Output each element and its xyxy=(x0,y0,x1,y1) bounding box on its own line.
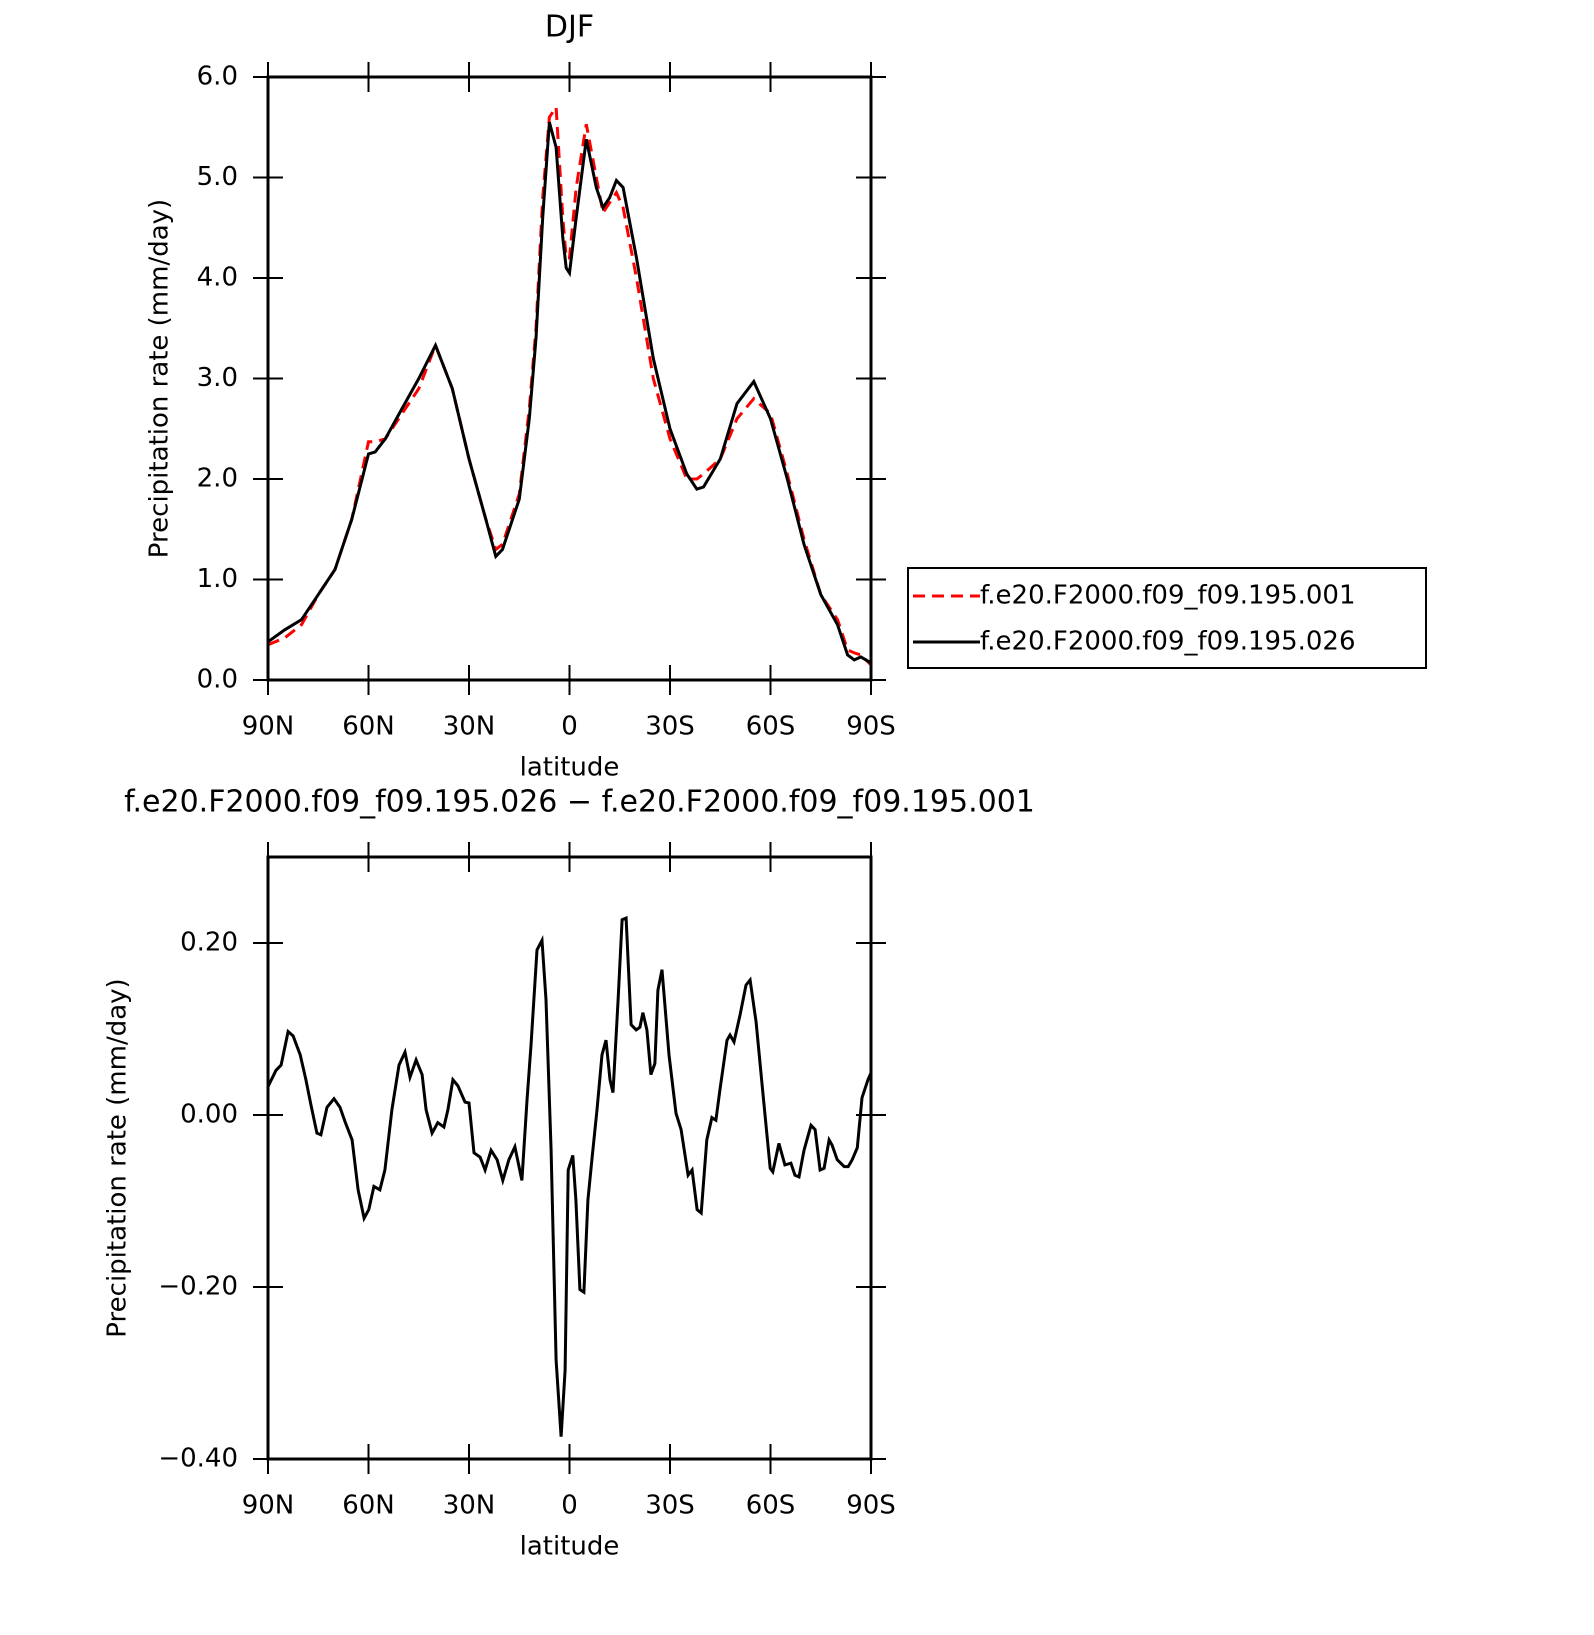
y-tick-label: 3.0 xyxy=(197,363,238,393)
y-tick-label: 1.0 xyxy=(197,564,238,594)
x-tick-label: 90N xyxy=(242,712,295,742)
y-tick-label: 0.20 xyxy=(180,928,238,958)
x-axis-label: latitude xyxy=(520,753,620,783)
y-axis-label: Precipitation rate (mm/day) xyxy=(145,199,175,558)
x-tick-label: 30S xyxy=(645,712,695,742)
x-tick-label: 30S xyxy=(645,1491,695,1521)
x-tick-label: 90S xyxy=(846,712,896,742)
data-line xyxy=(266,915,873,1437)
x-tick-label: 60N xyxy=(342,1491,395,1521)
legend-label: f.e20.F2000.f09_f09.195.001 xyxy=(980,581,1356,611)
x-axis-label: latitude xyxy=(520,1532,620,1562)
x-tick-label: 0 xyxy=(561,1491,578,1521)
y-tick-label: 0.0 xyxy=(197,665,238,695)
x-tick-label: 90S xyxy=(846,1491,896,1521)
chart-title: DJF xyxy=(545,10,594,45)
x-tick-label: 30N xyxy=(443,1491,496,1521)
y-tick-label: −0.20 xyxy=(158,1272,238,1302)
x-tick-label: 60S xyxy=(746,1491,796,1521)
data-line xyxy=(267,121,872,665)
data-line xyxy=(267,102,873,666)
y-tick-label: 4.0 xyxy=(197,263,238,293)
legend-box xyxy=(907,567,1427,669)
y-axis-label: Precipitation rate (mm/day) xyxy=(103,978,133,1337)
y-tick-label: 6.0 xyxy=(197,62,238,92)
x-tick-label: 60S xyxy=(746,712,796,742)
x-tick-label: 60N xyxy=(342,712,395,742)
y-tick-label: −0.40 xyxy=(158,1444,238,1474)
x-tick-label: 30N xyxy=(443,712,496,742)
legend-label: f.e20.F2000.f09_f09.195.026 xyxy=(980,627,1356,657)
y-tick-label: 0.00 xyxy=(180,1100,238,1130)
y-tick-label: 5.0 xyxy=(197,162,238,192)
plot-frame xyxy=(266,75,873,682)
x-tick-label: 90N xyxy=(242,1491,295,1521)
plot-frame xyxy=(266,855,873,1461)
y-tick-label: 2.0 xyxy=(197,464,238,494)
chart-title: f.e20.F2000.f09_f09.195.026 − f.e20.F200… xyxy=(124,785,1035,820)
x-tick-label: 0 xyxy=(561,712,578,742)
